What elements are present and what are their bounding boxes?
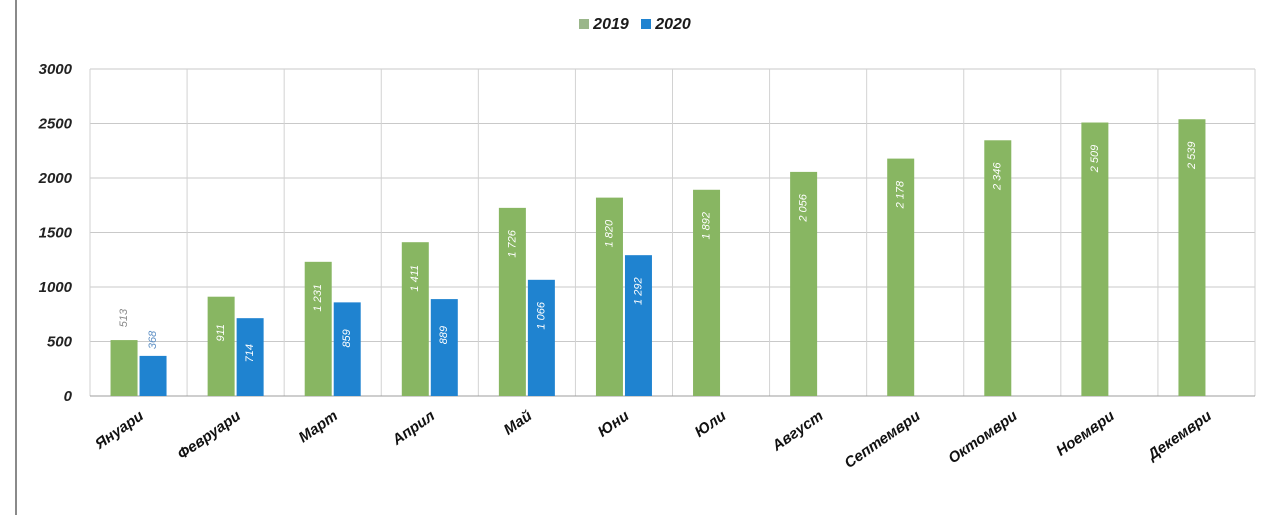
- x-category-label: Ноември: [1053, 407, 1117, 459]
- x-category-label: Октомври: [945, 407, 1020, 467]
- bar-2019: [207, 296, 235, 396]
- data-label-2019: 2 539: [1186, 141, 1198, 170]
- bar-2020: [527, 279, 555, 396]
- x-category-label: Юни: [595, 407, 632, 440]
- bar-2019: [693, 189, 721, 396]
- bar-2019: [498, 207, 526, 396]
- left-border-line: [15, 0, 17, 515]
- bar-2019: [790, 171, 818, 396]
- data-label-2019: 2 346: [992, 162, 1004, 191]
- x-category-label: Декември: [1143, 407, 1215, 464]
- bar-2019: [1081, 122, 1109, 397]
- data-label-2020: 1 066: [535, 301, 547, 329]
- legend: 2019 2020: [0, 16, 1270, 34]
- data-label-2019: 2 509: [1089, 145, 1101, 174]
- x-category-label: Септември: [841, 407, 923, 472]
- legend-label-2020: 2020: [655, 16, 691, 33]
- bar-2019: [887, 158, 915, 396]
- x-category-label: Април: [388, 407, 438, 449]
- data-label-2019: 1 892: [700, 212, 712, 240]
- bar-2019: [984, 140, 1012, 396]
- legend-swatch-2020: [641, 19, 652, 29]
- legend-item-2019: 2019: [579, 16, 629, 34]
- y-tick-label: 500: [47, 334, 73, 351]
- data-label-2019: 1 726: [506, 229, 518, 257]
- bar-2020: [139, 355, 167, 396]
- data-label-2019: 911: [215, 324, 227, 342]
- data-label-2020: 1 292: [632, 277, 644, 305]
- legend-item-2020: 2020: [641, 16, 691, 34]
- x-category-label: Март: [296, 407, 341, 446]
- bar-2020: [236, 318, 264, 396]
- data-label-2019: 513: [118, 308, 130, 327]
- data-label-2019: 1 411: [409, 265, 421, 292]
- data-label-2019: 2 178: [895, 180, 907, 209]
- y-tick-label: 1500: [39, 225, 73, 242]
- bar-2020: [333, 302, 361, 396]
- bar-2020: [624, 255, 652, 396]
- data-label-2020: 859: [341, 329, 353, 347]
- x-category-label: Януари: [91, 407, 147, 453]
- bar-2020: [430, 299, 458, 396]
- bar-2019: [110, 340, 138, 396]
- x-category-label: Юли: [692, 407, 730, 440]
- bar-2019: [304, 261, 332, 396]
- data-label-2020: 714: [244, 344, 256, 362]
- x-category-label: Февруари: [174, 407, 243, 463]
- legend-label-2019: 2019: [593, 16, 629, 33]
- bar-2019: [1178, 119, 1206, 397]
- x-category-label: Май: [501, 407, 535, 438]
- y-tick-label: 2500: [38, 116, 73, 133]
- y-tick-label: 1000: [39, 279, 73, 296]
- x-category-label: Август: [768, 407, 826, 455]
- y-tick-label: 0: [64, 388, 73, 405]
- legend-swatch-2019: [579, 19, 590, 29]
- data-label-2019: 1 820: [603, 219, 615, 247]
- data-label-2019: 2 056: [798, 193, 810, 222]
- bar-2019: [595, 197, 623, 396]
- data-label-2020: 368: [147, 330, 159, 349]
- bar-2019: [401, 242, 429, 396]
- y-tick-label: 3000: [39, 61, 73, 78]
- y-tick-label: 2000: [38, 170, 73, 187]
- data-label-2019: 1 231: [312, 284, 324, 312]
- data-label-2020: 889: [438, 326, 450, 344]
